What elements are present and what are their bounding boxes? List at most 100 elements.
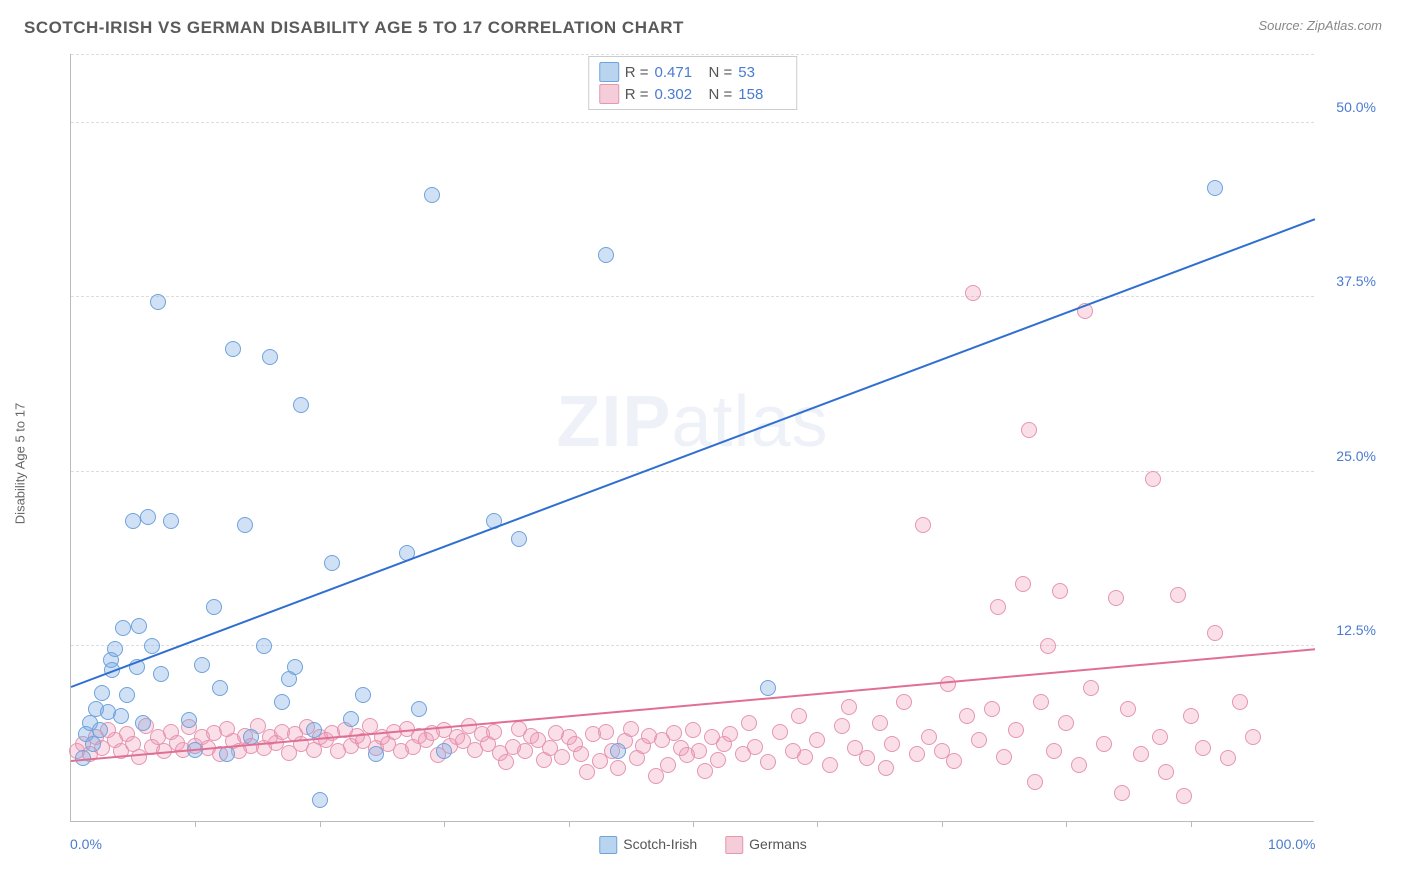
data-point xyxy=(1027,774,1043,790)
data-point xyxy=(324,555,340,571)
data-point xyxy=(623,721,639,737)
data-point xyxy=(125,513,141,529)
x-tick xyxy=(817,821,818,827)
data-point xyxy=(486,724,502,740)
data-point xyxy=(293,397,309,413)
data-point xyxy=(256,638,272,654)
gridline xyxy=(71,54,1314,55)
data-point xyxy=(498,754,514,770)
x-tick xyxy=(942,821,943,827)
data-point xyxy=(1145,471,1161,487)
data-point xyxy=(579,764,595,780)
data-point xyxy=(92,722,108,738)
trend-line xyxy=(71,219,1316,689)
y-tick-label: 12.5% xyxy=(1336,622,1376,638)
data-point xyxy=(791,708,807,724)
data-point xyxy=(872,715,888,731)
data-point xyxy=(1195,740,1211,756)
series-legend-label: Germans xyxy=(749,836,807,852)
data-point xyxy=(760,680,776,696)
legend-n-value: 53 xyxy=(738,64,786,81)
gridline xyxy=(71,296,1314,297)
data-point xyxy=(1207,625,1223,641)
x-tick xyxy=(320,821,321,827)
data-point xyxy=(610,760,626,776)
data-point xyxy=(722,726,738,742)
data-point xyxy=(660,757,676,773)
data-point xyxy=(194,657,210,673)
legend-n-value: 158 xyxy=(738,86,786,103)
data-point xyxy=(115,620,131,636)
data-point xyxy=(741,715,757,731)
data-point xyxy=(368,746,384,762)
data-point xyxy=(1158,764,1174,780)
y-axis-label: Disability Age 5 to 17 xyxy=(13,403,28,524)
data-point xyxy=(153,666,169,682)
correlation-legend-row: R = 0.302 N = 158 xyxy=(599,83,787,105)
watermark: ZIPatlas xyxy=(556,381,828,463)
data-point xyxy=(1108,590,1124,606)
data-point xyxy=(1120,701,1136,717)
data-point xyxy=(940,676,956,692)
x-axis-min-label: 0.0% xyxy=(70,836,102,852)
chart-container: Disability Age 5 to 17 ZIPatlas R =0.471… xyxy=(24,46,1382,866)
data-point xyxy=(610,743,626,759)
data-point xyxy=(140,509,156,525)
data-point xyxy=(1096,736,1112,752)
data-point xyxy=(1083,680,1099,696)
data-point xyxy=(959,708,975,724)
data-point xyxy=(691,743,707,759)
data-point xyxy=(1015,576,1031,592)
data-point xyxy=(666,725,682,741)
data-point xyxy=(511,531,527,547)
data-point xyxy=(971,732,987,748)
data-point xyxy=(598,724,614,740)
data-point xyxy=(312,792,328,808)
correlation-legend-row: R =0.471N =53 xyxy=(599,61,787,83)
x-axis-max-label: 100.0% xyxy=(1268,836,1315,852)
plot-area: ZIPatlas R =0.471N =53R =0.302N =158 12.… xyxy=(70,54,1314,822)
legend-r-label: R = xyxy=(625,64,649,81)
data-point xyxy=(915,517,931,533)
data-point xyxy=(1170,587,1186,603)
data-point xyxy=(206,599,222,615)
data-point xyxy=(990,599,1006,615)
data-point xyxy=(1232,694,1248,710)
data-point xyxy=(237,517,253,533)
data-point xyxy=(747,739,763,755)
data-point xyxy=(411,701,427,717)
data-point xyxy=(996,749,1012,765)
data-point xyxy=(150,294,166,310)
data-point xyxy=(760,754,776,770)
chart-title: SCOTCH-IRISH VS GERMAN DISABILITY AGE 5 … xyxy=(24,18,684,38)
x-tick xyxy=(1191,821,1192,827)
data-point xyxy=(878,760,894,776)
data-point xyxy=(834,718,850,734)
data-point xyxy=(1040,638,1056,654)
data-point xyxy=(554,749,570,765)
data-point xyxy=(598,247,614,263)
data-point xyxy=(1071,757,1087,773)
data-point xyxy=(909,746,925,762)
legend-swatch xyxy=(599,84,619,104)
legend-r-label: R = xyxy=(625,86,649,103)
data-point xyxy=(896,694,912,710)
data-point xyxy=(965,285,981,301)
data-point xyxy=(1058,715,1074,731)
series-legend-item: Scotch-Irish xyxy=(599,836,697,854)
data-point xyxy=(343,711,359,727)
y-tick-label: 50.0% xyxy=(1336,99,1376,115)
y-tick-label: 25.0% xyxy=(1336,448,1376,464)
data-point xyxy=(274,694,290,710)
legend-swatch xyxy=(725,836,743,854)
data-point xyxy=(262,349,278,365)
data-point xyxy=(648,768,664,784)
legend-r-value: 0.302 xyxy=(655,86,703,103)
legend-n-label: N = xyxy=(709,64,733,81)
legend-n-label: N = xyxy=(709,86,733,103)
x-tick xyxy=(444,821,445,827)
data-point xyxy=(1021,422,1037,438)
header: SCOTCH-IRISH VS GERMAN DISABILITY AGE 5 … xyxy=(0,0,1406,46)
x-tick xyxy=(569,821,570,827)
data-point xyxy=(355,687,371,703)
